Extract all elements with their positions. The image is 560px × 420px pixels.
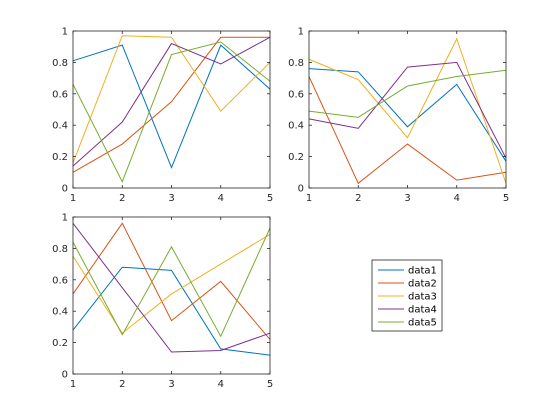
series-line-data1-subplot-3	[72, 266, 271, 356]
y-tick-label-subplot-1: 0.2	[52, 152, 68, 163]
x-tick-label-subplot-1: 1	[70, 193, 76, 204]
x-tick-label-subplot-1: 3	[168, 193, 174, 204]
y-tick-label-subplot-1: 1	[62, 27, 68, 38]
series-line-data4-subplot-3	[72, 222, 271, 353]
series-line-data2-subplot-2	[308, 76, 507, 185]
y-tick-label-subplot-1: 0.4	[52, 121, 68, 132]
legend-label-data4: data4	[408, 305, 437, 316]
legend-label-data3: data3	[408, 292, 437, 303]
x-tick-label-subplot-2: 5	[503, 193, 509, 204]
y-tick-label-subplot-2: 0.6	[288, 89, 304, 100]
y-tick-label-subplot-3: 0.2	[52, 338, 68, 349]
legend-label-data2: data2	[408, 279, 437, 290]
y-tick-label-subplot-3: 0.6	[52, 275, 68, 286]
x-tick-label-subplot-2: 3	[404, 193, 410, 204]
x-tick-label-subplot-3: 5	[267, 379, 273, 390]
y-tick-label-subplot-2: 0.4	[288, 121, 304, 132]
x-tick-label-subplot-1: 2	[119, 193, 125, 204]
series-line-data1-subplot-2	[308, 68, 507, 162]
legend-entry-data2: data2	[378, 279, 437, 290]
legend: data1 data2 data3 data4 data5	[371, 259, 443, 332]
y-tick-label-subplot-1: 0.6	[52, 89, 68, 100]
subplot-2: 1 2 3 4 5 0 0.2 0.4 0.6 0.8 1	[288, 27, 509, 205]
x-tick-label-subplot-1: 4	[218, 193, 224, 204]
series-line-data5-subplot-2	[308, 69, 507, 118]
y-tick-label-subplot-2: 0.2	[288, 152, 304, 163]
series-line-data2-subplot-1	[72, 36, 270, 173]
series-line-data5-subplot-1	[72, 41, 271, 183]
series-line-data3-subplot-3	[72, 233, 271, 334]
y-tick-label-subplot-2: 0.8	[288, 58, 304, 69]
series-line-data5-subplot-3	[72, 227, 271, 338]
x-tick-label-subplot-2: 1	[306, 193, 312, 204]
x-tick-label-subplot-1: 5	[267, 193, 273, 204]
series-line-data1-subplot-1	[72, 44, 271, 169]
legend-label-data5: data5	[408, 318, 437, 329]
x-tick-label-subplot-3: 4	[218, 379, 224, 390]
legend-label-data1: data1	[408, 266, 437, 277]
subplot-1: 1 2 3 4 5 0 0.2 0.4 0.6 0.8 1	[52, 27, 273, 205]
x-tick-label-subplot-2: 4	[454, 193, 460, 204]
x-tick-label-subplot-3: 2	[119, 379, 125, 390]
x-tick-label-subplot-3: 3	[168, 379, 174, 390]
legend-entry-data5: data5	[378, 318, 437, 329]
subplot-3: 1 2 3 4 5 0 0.2 0.4 0.6 0.8 1	[52, 213, 273, 391]
series-line-data3-subplot-1	[72, 35, 271, 164]
x-tick-label-subplot-3: 1	[70, 379, 76, 390]
y-tick-label-subplot-1: 0	[62, 184, 68, 195]
y-tick-label-subplot-3: 0	[62, 370, 68, 381]
legend-entry-data3: data3	[378, 292, 437, 303]
y-tick-label-subplot-2: 0	[298, 184, 304, 195]
series-line-data4-subplot-2	[308, 61, 507, 159]
legend-entry-data1: data1	[378, 266, 437, 277]
y-tick-label-subplot-3: 1	[62, 213, 68, 224]
y-tick-label-subplot-3: 0.4	[52, 307, 68, 318]
series-line-data3-subplot-2	[308, 37, 507, 184]
y-tick-label-subplot-3: 0.8	[52, 244, 68, 255]
x-tick-label-subplot-2: 2	[355, 193, 361, 204]
legend-entry-data4: data4	[378, 305, 437, 316]
y-tick-label-subplot-1: 0.8	[52, 58, 68, 69]
y-tick-label-subplot-2: 1	[298, 27, 304, 38]
